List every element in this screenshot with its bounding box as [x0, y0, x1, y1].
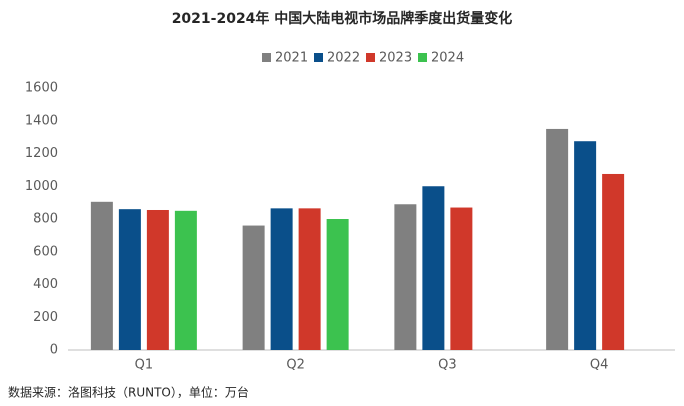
x-tick-label: Q1	[135, 358, 154, 373]
bar	[326, 219, 349, 350]
bar	[90, 201, 113, 350]
legend-swatch	[366, 53, 375, 62]
bar	[546, 128, 569, 350]
y-tick-label: 0	[50, 343, 58, 358]
legend-label: 2021	[275, 51, 308, 66]
legend-label: 2023	[379, 51, 412, 66]
y-tick-label: 1200	[25, 146, 58, 161]
legend-swatch	[418, 53, 427, 62]
chart-title: 2021-2024年 中国大陆电视市场品牌季度出货量变化	[172, 10, 513, 27]
source-note: 数据来源：洛图科技（RUNTO），单位：万台	[8, 385, 249, 400]
y-tick-label: 600	[33, 244, 58, 259]
x-tick-label: Q4	[590, 358, 609, 373]
y-tick-label: 1600	[25, 81, 58, 96]
y-tick-label: 400	[33, 277, 58, 292]
bar	[146, 209, 169, 350]
y-tick-label: 800	[33, 212, 58, 227]
legend-swatch	[262, 53, 271, 62]
legend-swatch	[314, 53, 323, 62]
y-tick-label: 1000	[25, 179, 58, 194]
legend-label: 2022	[327, 51, 360, 66]
bar	[118, 209, 141, 350]
bar	[270, 208, 293, 350]
bar	[394, 204, 417, 350]
bar	[422, 186, 445, 350]
bar	[574, 141, 597, 350]
bar	[242, 225, 265, 350]
x-tick-label: Q3	[438, 358, 457, 373]
y-tick-label: 200	[33, 310, 58, 325]
y-tick-label: 1400	[25, 113, 58, 128]
bar	[450, 207, 473, 350]
legend-label: 2024	[431, 51, 464, 66]
bar	[298, 208, 321, 350]
bar	[174, 210, 197, 350]
x-tick-label: Q2	[286, 358, 305, 373]
bar	[602, 173, 625, 350]
